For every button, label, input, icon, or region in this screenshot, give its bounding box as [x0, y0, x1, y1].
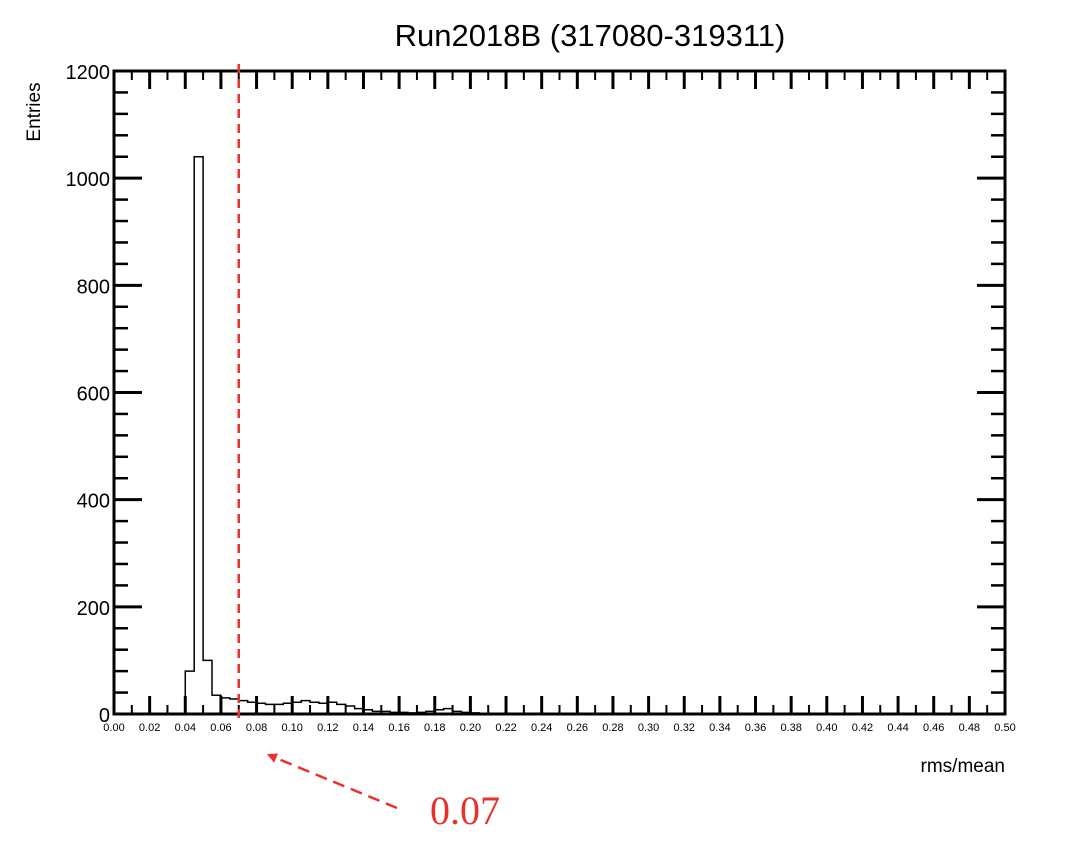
y-tick-label: 800 [77, 276, 110, 298]
x-tick-label: 0.04 [175, 722, 196, 734]
x-tick-label: 0.40 [816, 722, 837, 734]
x-tick-label: 0.50 [994, 722, 1015, 734]
x-tick-label: 0.38 [780, 722, 801, 734]
histogram-outline [114, 155, 1005, 715]
x-tick-label: 0.14 [353, 722, 374, 734]
x-tick-label: 0.24 [531, 722, 552, 734]
x-tick-label: 0.00 [103, 722, 124, 734]
x-axis-title: rms/mean [921, 756, 1005, 777]
x-tick-label: 0.28 [602, 722, 623, 734]
x-tick-label: 0.42 [852, 722, 873, 734]
x-tick-label: 0.18 [424, 722, 445, 734]
x-tick-label: 0.08 [246, 722, 267, 734]
x-tick-label: 0.36 [745, 722, 766, 734]
annotation-label: 0.07 [430, 788, 500, 833]
x-tick-label: 0.44 [887, 722, 908, 734]
y-tick-label: 200 [77, 598, 110, 620]
x-tick-labels: 0.00 0.02 0.04 0.06 0.08 0.10 0.12 0.14 0.16 0.18… [103, 722, 1015, 734]
x-tick-label: 0.12 [317, 722, 338, 734]
x-tick-label: 0.34 [709, 722, 730, 734]
x-tick-label: 0.30 [638, 722, 659, 734]
axis-ticks [112, 69, 1007, 716]
y-tick-label: 0 [99, 705, 110, 727]
x-tick-label: 0.06 [210, 722, 231, 734]
y-tick-labels: 0 200 400 600 800 1000 1200 [66, 62, 111, 727]
y-axis-title: Entries [24, 82, 45, 141]
y-tick-label: 600 [77, 384, 110, 406]
y-tick-label: 1000 [66, 169, 111, 191]
x-tick-label: 0.20 [460, 722, 481, 734]
x-tick-label: 0.32 [674, 722, 695, 734]
y-tick-label: 400 [77, 491, 110, 513]
x-tick-label: 0.26 [567, 722, 588, 734]
annotation-arrow [266, 753, 398, 810]
plot-frame [112, 69, 1007, 716]
y-tick-label: 1200 [66, 62, 111, 84]
x-tick-label: 0.48 [959, 722, 980, 734]
x-tick-label: 0.10 [281, 722, 302, 734]
chart-title: Run2018B (317080-319311) [395, 18, 786, 53]
x-tick-label: 0.02 [139, 722, 160, 734]
x-tick-label: 0.22 [495, 722, 516, 734]
x-tick-label: 0.46 [923, 722, 944, 734]
x-tick-label: 0.16 [388, 722, 409, 734]
